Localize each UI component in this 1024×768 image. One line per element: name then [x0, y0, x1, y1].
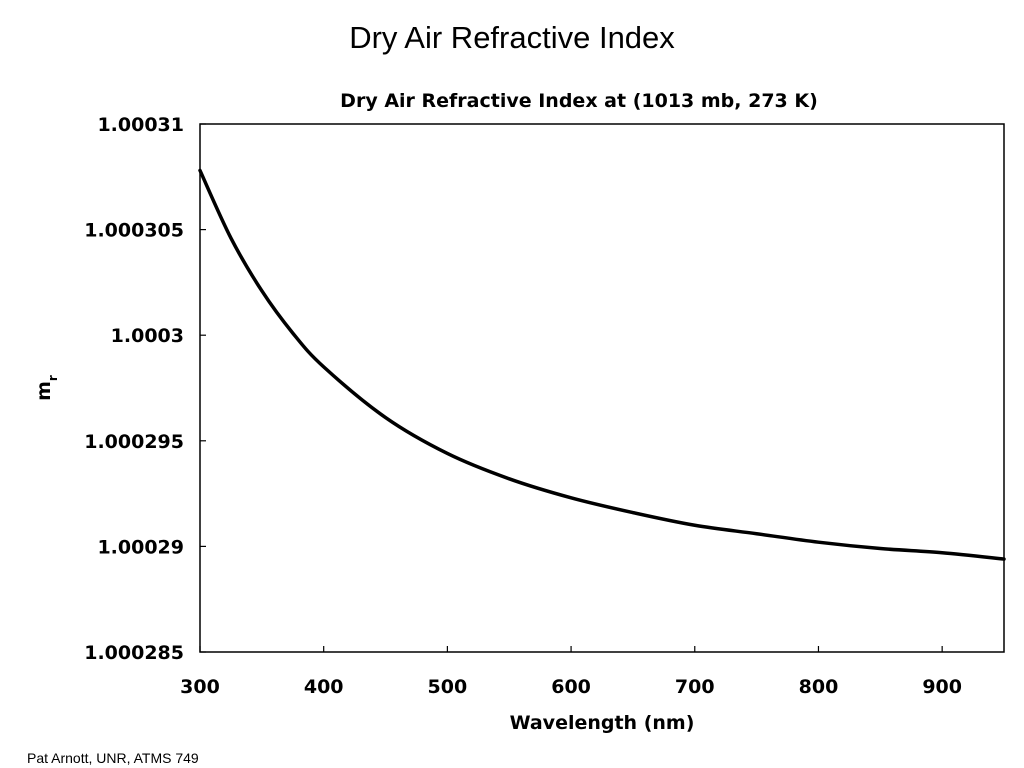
x-tick-label: 700 — [675, 676, 715, 698]
x-tick-label: 900 — [922, 676, 962, 698]
chart-title: Dry Air Refractive Index at (1013 mb, 27… — [340, 90, 818, 112]
slide-title: Dry Air Refractive Index — [349, 20, 675, 55]
plot-frame — [199, 123, 1005, 653]
x-tick-label: 300 — [180, 676, 220, 698]
x-tick-label: 500 — [428, 676, 468, 698]
y-tick-label: 1.000285 — [84, 642, 184, 664]
y-tick-label: 1.0003 — [111, 325, 184, 347]
y-tick-label: 1.00029 — [97, 536, 184, 558]
y-tick-label: 1.000305 — [84, 220, 184, 242]
y-axis-label: mr — [33, 375, 60, 401]
x-tick-label: 800 — [799, 676, 839, 698]
y-axis: 1.000285 1.00029 1.000295 1.0003 1.000305 1.0… — [84, 114, 206, 664]
y-tick-label: 1.00031 — [97, 114, 184, 136]
x-axis-label: Wavelength (nm) — [510, 712, 695, 734]
slide-footer: Pat Arnott, UNR, ATMS 749 — [27, 750, 199, 766]
x-tick-label: 400 — [304, 676, 344, 698]
y-axis-label-subscript: r — [46, 375, 60, 381]
y-tick-label: 1.000295 — [84, 431, 184, 453]
x-axis: 300 400 500 600 700 800 900 — [180, 646, 962, 698]
refractive-index-series-line — [198, 168, 1006, 561]
y-axis-label-main: m — [33, 381, 55, 401]
x-tick-label: 600 — [551, 676, 591, 698]
